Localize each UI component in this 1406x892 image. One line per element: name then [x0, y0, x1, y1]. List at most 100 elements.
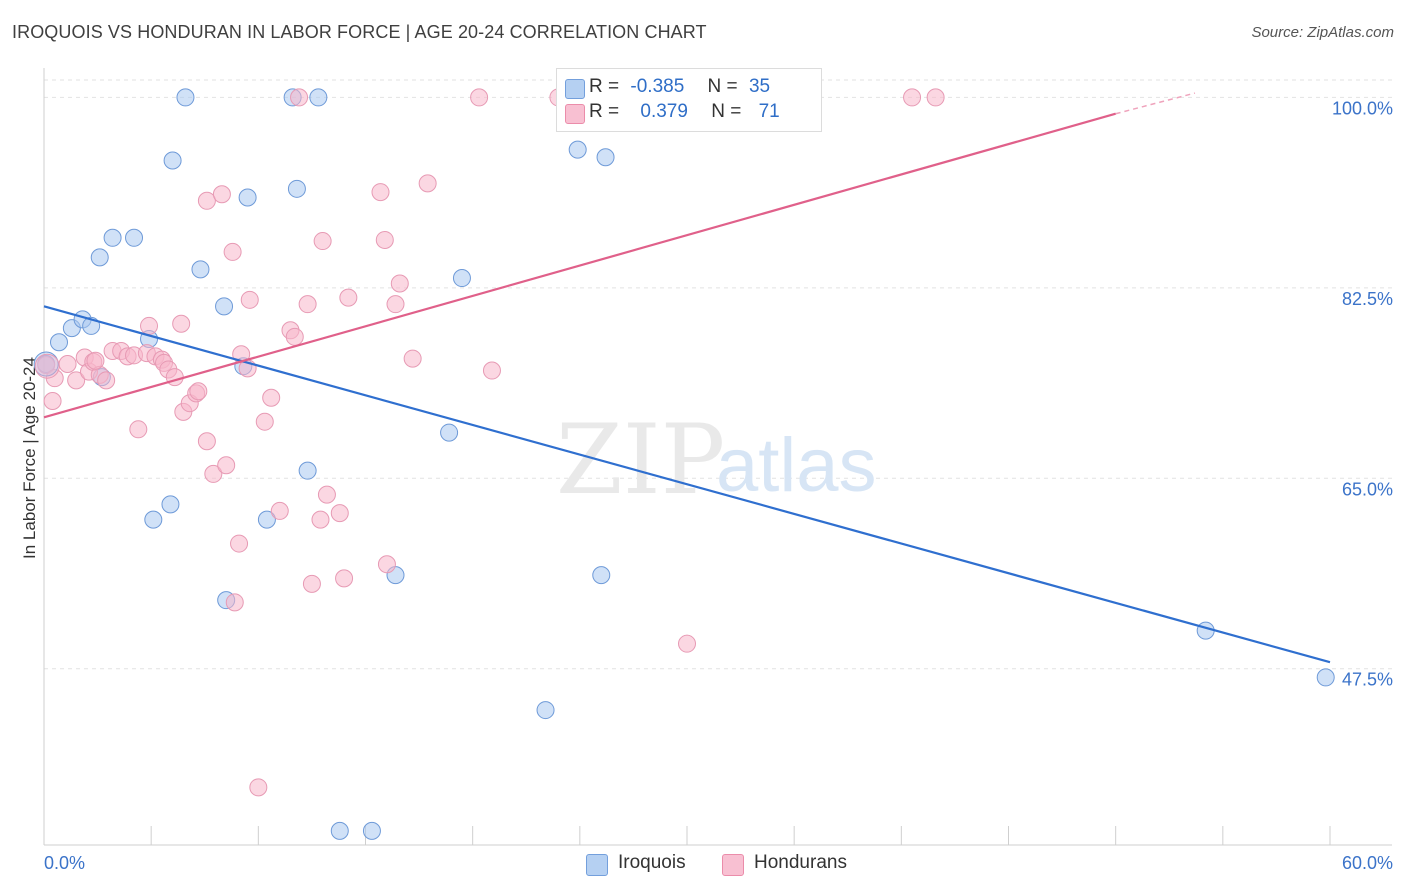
honduran-point — [262, 388, 281, 407]
iroquois-point — [596, 148, 615, 167]
honduran-point — [197, 432, 216, 451]
honduran-point — [212, 185, 231, 204]
iroquois-point — [103, 228, 122, 247]
source-label: Source: ZipAtlas.com — [1251, 24, 1394, 41]
honduran-point — [37, 356, 56, 375]
watermark-atlas: atlas — [716, 423, 877, 508]
iroquois-point — [163, 151, 182, 170]
honduran-point — [249, 778, 268, 797]
iroquois-point — [257, 510, 276, 529]
iroquois-point — [161, 495, 180, 514]
honduran-point — [223, 242, 242, 261]
honduran-point — [230, 534, 249, 553]
legend-r-value: -0.385 — [630, 76, 685, 97]
honduran-point — [129, 420, 148, 439]
y-tick-label: 65.0% — [1342, 479, 1393, 499]
y-tick-label: 47.5% — [1342, 670, 1393, 690]
honduran-point — [335, 569, 354, 588]
legend-n-value: 71 — [758, 101, 780, 122]
legend-r-label: R = — [589, 76, 620, 97]
honduran-point — [926, 88, 945, 107]
x-tick-label-max: 60.0% — [1342, 853, 1393, 873]
axes — [43, 68, 1392, 846]
honduran-point — [240, 290, 259, 309]
bottom-legend-label-iroquois: Iroquois — [618, 852, 686, 873]
chart-title: IROQUOIS VS HONDURAN IN LABOR FORCE | AG… — [12, 22, 707, 42]
honduran-point — [290, 88, 309, 107]
honduran-point — [298, 295, 317, 314]
watermark-zip: ZIP — [556, 404, 725, 516]
honduran-point — [34, 353, 60, 379]
honduran-point — [197, 191, 216, 210]
legend-row-hondurans: R = 0.379 N = 71 — [565, 101, 780, 127]
bottom-legend-swatch-hondurans — [722, 854, 744, 876]
iroquois-point — [287, 179, 306, 198]
iroquois-point — [90, 248, 109, 267]
honduran-point — [678, 634, 696, 653]
bottom-legend-label-hondurans: Hondurans — [754, 852, 847, 873]
iroquois-point — [362, 821, 381, 840]
honduran-point — [386, 295, 405, 314]
honduran-point — [311, 510, 330, 529]
iroquois-point — [125, 228, 144, 247]
iroquois-point — [452, 269, 471, 288]
legend-swatch-hondurans — [565, 104, 585, 124]
honduran-point — [204, 464, 223, 483]
bottom-legend-swatch-iroquois — [586, 854, 608, 876]
x-tick-label-min: 0.0% — [44, 853, 85, 873]
honduran-point — [470, 88, 489, 107]
honduran-point — [339, 288, 358, 307]
iroquois-point — [568, 140, 587, 159]
honduran-point — [58, 355, 77, 374]
iroquois-point — [215, 297, 234, 316]
iroquois-point — [33, 351, 59, 377]
scatter-points — [33, 88, 1335, 840]
honduran-trend-extension — [1115, 92, 1196, 115]
y-tick-label: 100.0% — [1332, 98, 1393, 118]
trend-lines — [43, 92, 1331, 664]
tick-labels: 47.5% 65.0% 82.5% 100.0% 0.0% 60.0% — [44, 98, 1393, 873]
honduran-point — [67, 371, 86, 390]
honduran-point — [140, 316, 159, 335]
honduran-point — [43, 392, 62, 411]
y-tick-label: 82.5% — [1342, 289, 1393, 309]
honduran-point — [225, 593, 244, 612]
honduran-point — [375, 230, 394, 249]
legend-n-label: N = — [707, 76, 738, 97]
iroquois-point — [298, 461, 317, 480]
legend-n-label: N = — [711, 101, 742, 122]
iroquois-point — [1196, 621, 1215, 640]
honduran-point — [377, 555, 396, 574]
legend-n-value: 35 — [748, 76, 771, 97]
honduran-point — [390, 274, 409, 293]
iroquois-trend-line — [43, 305, 1331, 664]
iroquois-point — [1316, 668, 1335, 687]
honduran-point — [317, 485, 336, 504]
honduran-point — [255, 412, 274, 431]
legend-swatch-iroquois — [565, 79, 585, 99]
honduran-point — [217, 456, 236, 475]
honduran-point — [86, 351, 105, 370]
iroquois-point — [238, 188, 257, 207]
iroquois-point — [50, 333, 69, 352]
iroquois-point — [330, 821, 349, 840]
honduran-point — [285, 327, 304, 346]
honduran-trend-line — [43, 112, 1116, 419]
iroquois-point — [176, 88, 195, 107]
watermark: ZIP atlas — [556, 404, 877, 516]
honduran-point — [313, 232, 332, 251]
honduran-point — [903, 88, 922, 107]
honduran-point — [418, 174, 437, 193]
honduran-point — [270, 501, 289, 520]
honduran-point — [302, 574, 321, 593]
honduran-point — [403, 349, 422, 368]
legend-r-label: R = — [589, 101, 620, 122]
iroquois-point — [191, 260, 210, 279]
iroquois-point — [592, 566, 611, 585]
honduran-point — [172, 314, 191, 333]
honduran-point — [482, 361, 501, 380]
iroquois-point — [309, 88, 328, 107]
iroquois-point — [440, 423, 459, 442]
legend-r-value: 0.379 — [640, 101, 688, 122]
